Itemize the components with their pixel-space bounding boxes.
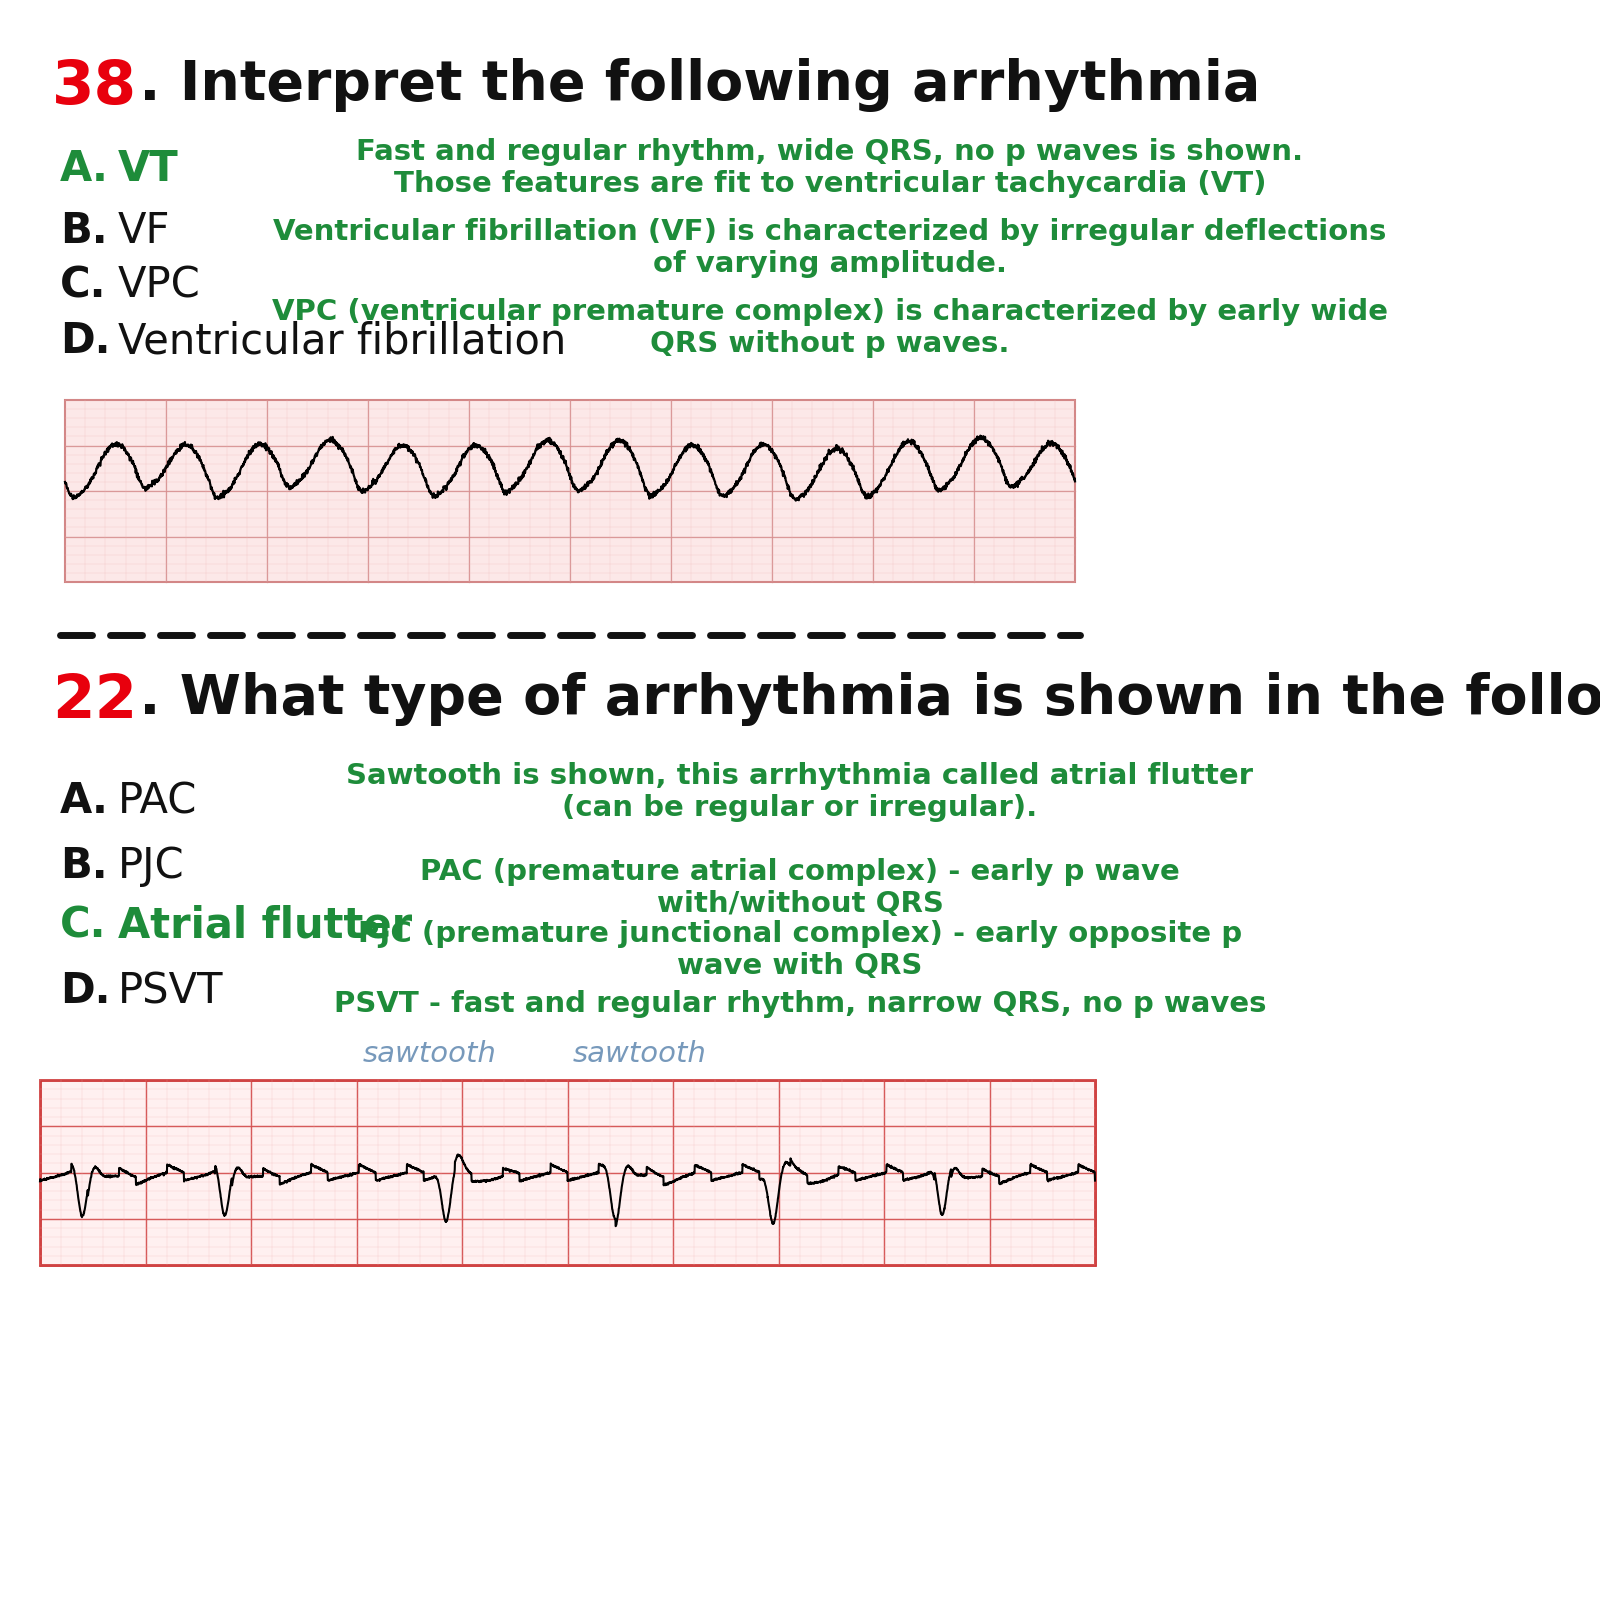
Text: . What type of arrhythmia is shown in the following diagram?: . What type of arrhythmia is shown in th… [120,672,1600,726]
Text: VPC (ventricular premature complex) is characterized by early wide
QRS without p: VPC (ventricular premature complex) is c… [272,298,1389,358]
Text: PSVT - fast and regular rhythm, narrow QRS, no p waves: PSVT - fast and regular rhythm, narrow Q… [334,990,1266,1018]
Text: Atrial flutter: Atrial flutter [118,906,413,947]
Text: VF: VF [118,210,171,251]
Text: PAC (premature atrial complex) - early p wave
with/without QRS: PAC (premature atrial complex) - early p… [421,858,1179,918]
Text: . Interpret the following arrhythmia: . Interpret the following arrhythmia [120,58,1261,112]
Text: D.: D. [61,970,110,1013]
Text: PJC: PJC [118,845,184,886]
Text: PJC (premature junctional complex) - early opposite p
wave with QRS: PJC (premature junctional complex) - ear… [358,920,1242,981]
Text: Sawtooth is shown, this arrhythmia called atrial flutter
(can be regular or irre: Sawtooth is shown, this arrhythmia calle… [347,762,1253,822]
Text: 22: 22 [51,672,138,731]
Text: C.: C. [61,266,107,307]
Text: Fast and regular rhythm, wide QRS, no p waves is shown.
Those features are fit t: Fast and regular rhythm, wide QRS, no p … [357,138,1304,198]
Text: B.: B. [61,210,107,251]
Text: PSVT: PSVT [118,970,224,1013]
Text: sawtooth: sawtooth [573,1040,707,1069]
Text: Ventricular fibrillation (VF) is characterized by irregular deflections
of varyi: Ventricular fibrillation (VF) is charact… [274,218,1387,278]
Text: A.: A. [61,149,109,190]
Text: VT: VT [118,149,179,190]
Bar [40,1080,1094,1266]
Text: VPC: VPC [118,266,200,307]
Text: Ventricular fibrillation: Ventricular fibrillation [118,320,566,362]
Text: sawtooth: sawtooth [363,1040,498,1069]
Text: A.: A. [61,781,109,822]
Text: C.: C. [61,906,107,947]
Text: D.: D. [61,320,110,362]
Text: 38: 38 [51,58,138,117]
Text: B.: B. [61,845,107,886]
Text: PAC: PAC [118,781,197,822]
Bar [66,400,1075,582]
